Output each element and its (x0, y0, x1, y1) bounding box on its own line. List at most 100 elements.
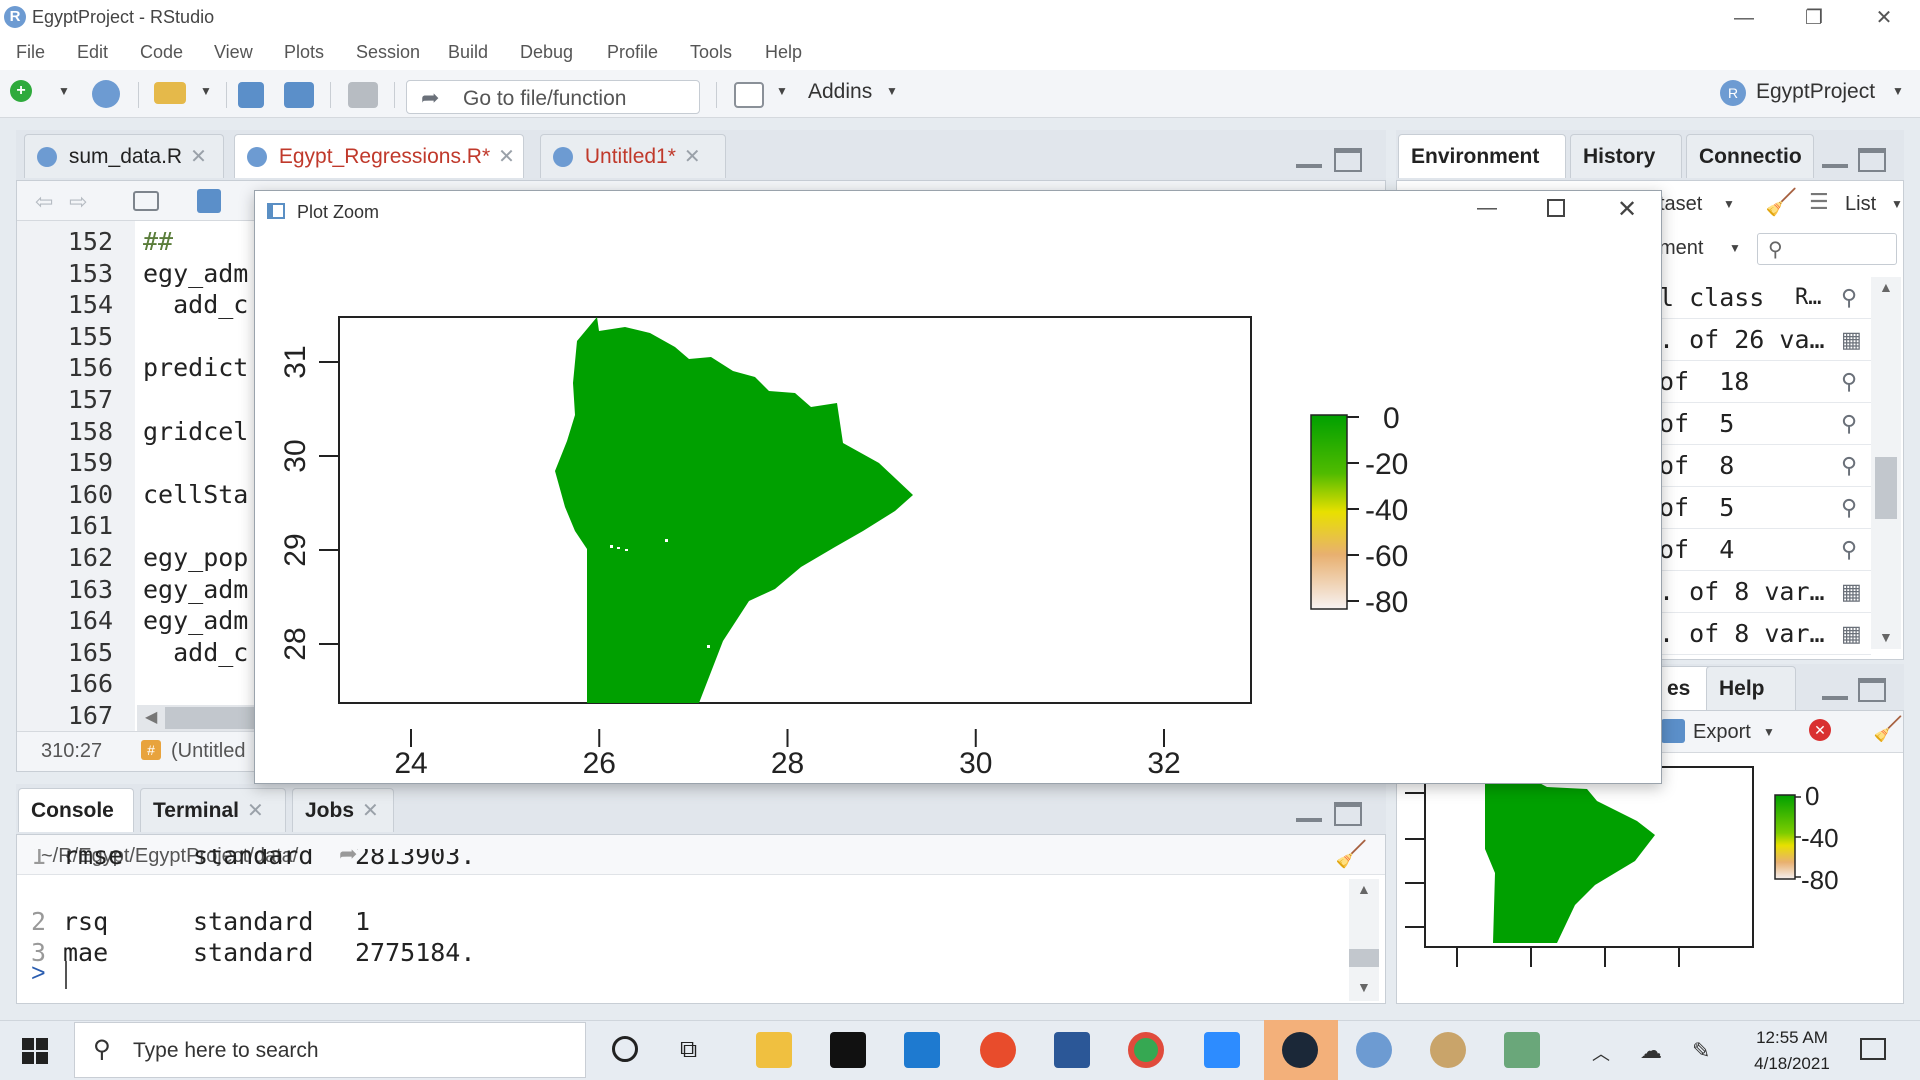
broom-icon[interactable]: 🧹 (1765, 187, 1798, 217)
open-folder-icon[interactable] (154, 82, 186, 104)
menu-session[interactable]: Session (356, 42, 421, 62)
console-scrollbar[interactable]: ▲ ▼ (1349, 879, 1379, 1001)
env-row[interactable]: of 5 ⚲ (1659, 487, 1871, 529)
rstudio-taskbar-icon[interactable] (1356, 1032, 1392, 1068)
chevron-down-icon[interactable]: ▼ (1892, 84, 1904, 98)
env-row[interactable]: of 8 ⚲ (1659, 445, 1871, 487)
menu-help[interactable]: Help (765, 42, 803, 62)
print-icon[interactable] (348, 82, 378, 108)
code-line[interactable]: egy_pop (143, 543, 249, 572)
vscode-icon[interactable] (904, 1032, 940, 1068)
code-line[interactable]: ## (143, 227, 174, 256)
back-arrow-icon[interactable]: ⇦ (35, 189, 54, 214)
taskbar-search-input[interactable]: ⚲ Type here to search (74, 1022, 586, 1078)
word-icon[interactable] (1054, 1032, 1090, 1068)
close-tab-icon[interactable]: ✕ (190, 146, 207, 168)
clock-time[interactable]: 12:55 AM (1756, 1028, 1828, 1047)
menu-plots[interactable]: Plots (284, 42, 325, 62)
chevron-down-icon[interactable]: ▼ (200, 84, 212, 98)
menu-code[interactable]: Code (140, 42, 184, 62)
new-project-icon[interactable] (92, 80, 120, 108)
scroll-down-icon[interactable]: ▼ (1357, 979, 1371, 995)
steam-icon[interactable] (1282, 1032, 1318, 1068)
app-icon[interactable] (980, 1032, 1016, 1068)
view-table-icon[interactable]: ▦ (1841, 621, 1862, 646)
clock-date[interactable]: 4/18/2021 (1754, 1054, 1830, 1073)
chrome-icon[interactable] (1128, 1032, 1164, 1068)
env-row[interactable]: . of 8 var… ▦ (1659, 613, 1871, 655)
env-row[interactable]: . of 8 var… ▦ (1659, 571, 1871, 613)
code-line[interactable]: cellSta (143, 479, 249, 509)
inspect-icon[interactable]: ⚲ (1841, 369, 1858, 394)
tab-console[interactable]: Console (18, 788, 134, 832)
addins-menu[interactable]: Addins (808, 80, 873, 103)
project-menu[interactable]: EgyptProject (1756, 80, 1876, 103)
chevron-down-icon[interactable]: ▼ (58, 84, 70, 98)
chevron-down-icon[interactable]: ▼ (1763, 725, 1775, 739)
inspect-icon[interactable]: ⚲ (1841, 285, 1858, 310)
code-line[interactable]: add_c (143, 290, 249, 320)
save-all-icon[interactable] (284, 82, 314, 108)
pen-icon[interactable]: ✎ (1692, 1038, 1711, 1063)
code-line[interactable]: add_c (143, 637, 249, 667)
inspect-icon[interactable]: ⚲ (1841, 411, 1858, 436)
scroll-thumb[interactable] (165, 707, 275, 729)
app-icon[interactable] (1430, 1032, 1466, 1068)
view-table-icon[interactable]: ▦ (1841, 327, 1862, 352)
env-search-input[interactable]: ⚲ (1757, 233, 1897, 265)
cloud-icon[interactable]: ☁ (1640, 1038, 1662, 1063)
tab-jobs[interactable]: Jobs ✕ (292, 788, 394, 832)
tab-help[interactable]: Help (1706, 666, 1796, 710)
code-line[interactable]: egy_adm (143, 606, 249, 636)
export-menu[interactable]: Export (1693, 721, 1751, 743)
scroll-thumb[interactable] (1875, 457, 1897, 519)
code-line[interactable]: egy_adm (143, 574, 249, 604)
clear-console-icon[interactable]: 🧹 (1335, 839, 1368, 869)
minimize-pane-icon[interactable] (1296, 804, 1322, 822)
menu-tools[interactable]: Tools (690, 42, 733, 62)
broom-icon[interactable]: 🧹 (1873, 716, 1903, 743)
close-icon[interactable]: ✕ (1617, 196, 1638, 223)
minimize-pane-icon[interactable] (1296, 150, 1322, 168)
global-env-menu[interactable]: ment (1659, 237, 1704, 259)
scroll-up-icon[interactable]: ▲ (1879, 279, 1893, 295)
menu-view[interactable]: View (214, 42, 253, 62)
minimize-icon[interactable]: — (1734, 7, 1754, 29)
console-prompt[interactable]: > (31, 959, 46, 987)
menu-edit[interactable]: Edit (77, 42, 109, 62)
task-view-icon[interactable]: ⧉ (680, 1036, 698, 1063)
scroll-left-icon[interactable]: ◀ (145, 709, 158, 726)
forward-arrow-icon[interactable]: ⇨ (69, 189, 88, 214)
notifications-icon[interactable] (1860, 1038, 1886, 1060)
maximize-pane-icon[interactable] (1334, 148, 1362, 172)
show-in-window-icon[interactable] (133, 191, 159, 211)
menu-debug[interactable]: Debug (520, 42, 574, 62)
env-row[interactable]: . of 26 va… ▦ (1659, 319, 1871, 361)
grid-layout-icon[interactable] (734, 82, 764, 108)
scroll-up-icon[interactable]: ▲ (1357, 881, 1371, 897)
go-to-directory-icon[interactable]: ➦ (339, 841, 358, 866)
inspect-icon[interactable]: ⚲ (1841, 453, 1858, 478)
code-line[interactable]: egy_adm (143, 258, 249, 288)
tab-connections[interactable]: Connectio (1686, 134, 1814, 178)
restore-icon[interactable]: ❐ (1805, 7, 1823, 29)
maximize-pane-icon[interactable] (1858, 678, 1886, 702)
horizontal-scrollbar[interactable]: ◀ (137, 705, 277, 731)
remove-plot-icon[interactable]: ✕ (1809, 719, 1831, 741)
zoom-icon[interactable] (1204, 1032, 1240, 1068)
app-icon[interactable] (1504, 1032, 1540, 1068)
file-explorer-icon[interactable] (756, 1032, 792, 1068)
close-icon[interactable]: ✕ (1875, 7, 1893, 29)
view-table-icon[interactable]: ▦ (1841, 579, 1862, 604)
windows-start-icon[interactable] (22, 1038, 48, 1064)
minimize-icon[interactable]: — (1477, 197, 1497, 219)
close-tab-icon[interactable]: ✕ (498, 146, 515, 168)
maximize-pane-icon[interactable] (1858, 148, 1886, 172)
close-tab-icon[interactable]: ✕ (683, 146, 701, 168)
cortana-icon[interactable] (612, 1036, 638, 1062)
import-dataset-menu[interactable]: taset (1659, 193, 1703, 215)
code-line[interactable]: gridcel (143, 416, 249, 446)
env-row[interactable]: of 4 ⚲ (1659, 529, 1871, 571)
save-icon[interactable] (197, 189, 221, 213)
scroll-thumb[interactable] (1349, 949, 1379, 967)
